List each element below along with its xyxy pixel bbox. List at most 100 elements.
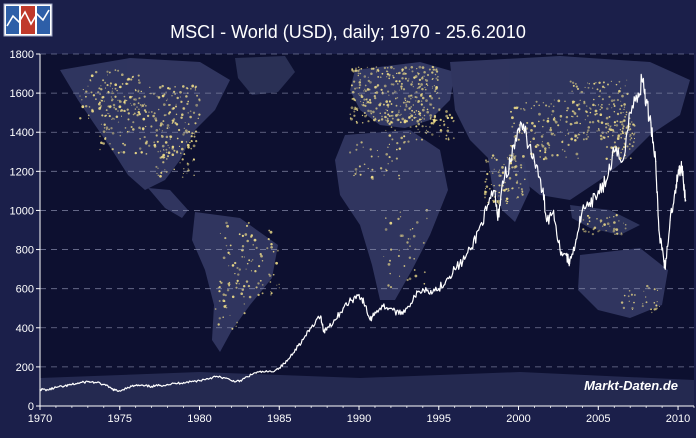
city-light-dot	[618, 89, 621, 93]
city-light-dot	[270, 293, 272, 296]
city-light-dot	[610, 80, 613, 83]
city-light-dot	[117, 69, 120, 72]
city-light-dot	[225, 244, 228, 247]
city-light-dot	[106, 70, 109, 73]
city-light-dot	[612, 134, 614, 137]
city-light-dot	[429, 102, 431, 104]
city-light-dot	[113, 118, 115, 120]
city-light-dot	[355, 67, 357, 70]
city-light-dot	[120, 115, 123, 117]
city-light-dot	[140, 106, 142, 108]
city-light-dot	[404, 97, 407, 100]
city-light-dot	[401, 117, 405, 121]
city-light-dot	[242, 284, 246, 288]
city-light-dot	[388, 94, 390, 96]
city-light-dot	[447, 138, 450, 141]
city-light-dot	[79, 117, 82, 120]
city-light-dot	[431, 65, 434, 69]
city-light-dot	[500, 174, 502, 177]
y-tick-label: 1600	[10, 88, 34, 100]
city-light-dot	[579, 99, 581, 102]
city-light-dot	[395, 91, 397, 93]
city-light-dot	[656, 307, 658, 309]
city-light-dot	[424, 86, 426, 88]
city-light-dot	[218, 290, 221, 293]
city-light-dot	[156, 140, 159, 143]
city-light-dot	[118, 105, 122, 109]
city-light-dot	[109, 105, 112, 108]
city-light-dot	[596, 130, 598, 132]
city-light-dot	[395, 114, 398, 117]
city-light-dot	[149, 86, 151, 88]
x-tick-label: 1995	[427, 413, 451, 425]
city-light-dot	[602, 136, 604, 138]
city-light-dot	[421, 66, 425, 69]
city-light-dot	[612, 230, 616, 233]
series-point	[685, 200, 687, 202]
city-light-dot	[564, 100, 566, 103]
city-light-dot	[372, 110, 375, 114]
city-light-dot	[137, 74, 140, 77]
city-light-dot	[173, 168, 175, 171]
city-light-dot	[426, 110, 430, 114]
series-point	[422, 288, 424, 290]
y-tick-label: 1200	[10, 166, 34, 178]
city-light-dot	[175, 151, 179, 154]
x-tick-label: 1975	[108, 413, 132, 425]
city-light-dot	[508, 189, 510, 192]
city-light-dot	[248, 295, 252, 299]
city-light-dot	[129, 102, 131, 104]
city-light-dot	[596, 112, 598, 115]
city-light-dot	[421, 125, 424, 128]
city-light-dot	[412, 86, 414, 88]
city-light-dot	[423, 106, 425, 109]
city-light-dot	[120, 151, 122, 153]
city-light-dot	[406, 79, 410, 82]
greenland-shape	[235, 56, 295, 95]
city-light-dot	[645, 296, 647, 298]
city-light-dot	[363, 163, 366, 166]
city-light-dot	[405, 105, 408, 108]
city-light-dot	[357, 74, 359, 77]
city-light-dot	[628, 289, 631, 292]
city-light-dot	[141, 127, 145, 130]
city-light-dot	[422, 241, 425, 244]
city-light-dot	[613, 99, 616, 102]
city-light-dot	[505, 188, 508, 191]
city-light-dot	[397, 72, 400, 75]
series-point	[589, 205, 591, 208]
city-light-dot	[219, 280, 222, 283]
city-light-dot	[389, 272, 391, 275]
city-light-dot	[107, 90, 110, 93]
city-light-dot	[595, 81, 597, 84]
city-light-dot	[111, 117, 114, 120]
series-point	[63, 385, 65, 387]
city-light-dot	[363, 75, 367, 78]
city-light-dot	[600, 105, 602, 108]
city-light-dot	[386, 66, 389, 69]
city-light-dot	[364, 89, 367, 93]
city-light-dot	[236, 279, 239, 283]
series-point	[414, 295, 416, 298]
series-point	[605, 180, 607, 182]
city-light-dot	[191, 132, 194, 135]
city-light-dot	[158, 86, 162, 89]
city-light-dot	[127, 118, 130, 121]
city-light-dot	[616, 120, 619, 123]
city-light-dot	[370, 67, 374, 70]
city-light-dot	[241, 256, 243, 258]
city-light-dot	[511, 166, 514, 169]
city-light-dot	[180, 101, 183, 103]
city-light-dot	[100, 105, 103, 107]
city-light-dot	[225, 306, 228, 309]
series-point	[680, 164, 682, 167]
city-light-dot	[168, 111, 172, 114]
city-light-dot	[235, 325, 237, 327]
city-light-dot	[383, 66, 387, 70]
city-light-dot	[587, 230, 590, 233]
city-light-dot	[653, 288, 656, 291]
city-light-dot	[85, 95, 87, 98]
city-light-dot	[139, 137, 141, 140]
city-light-dot	[589, 111, 592, 114]
city-light-dot	[143, 103, 146, 105]
